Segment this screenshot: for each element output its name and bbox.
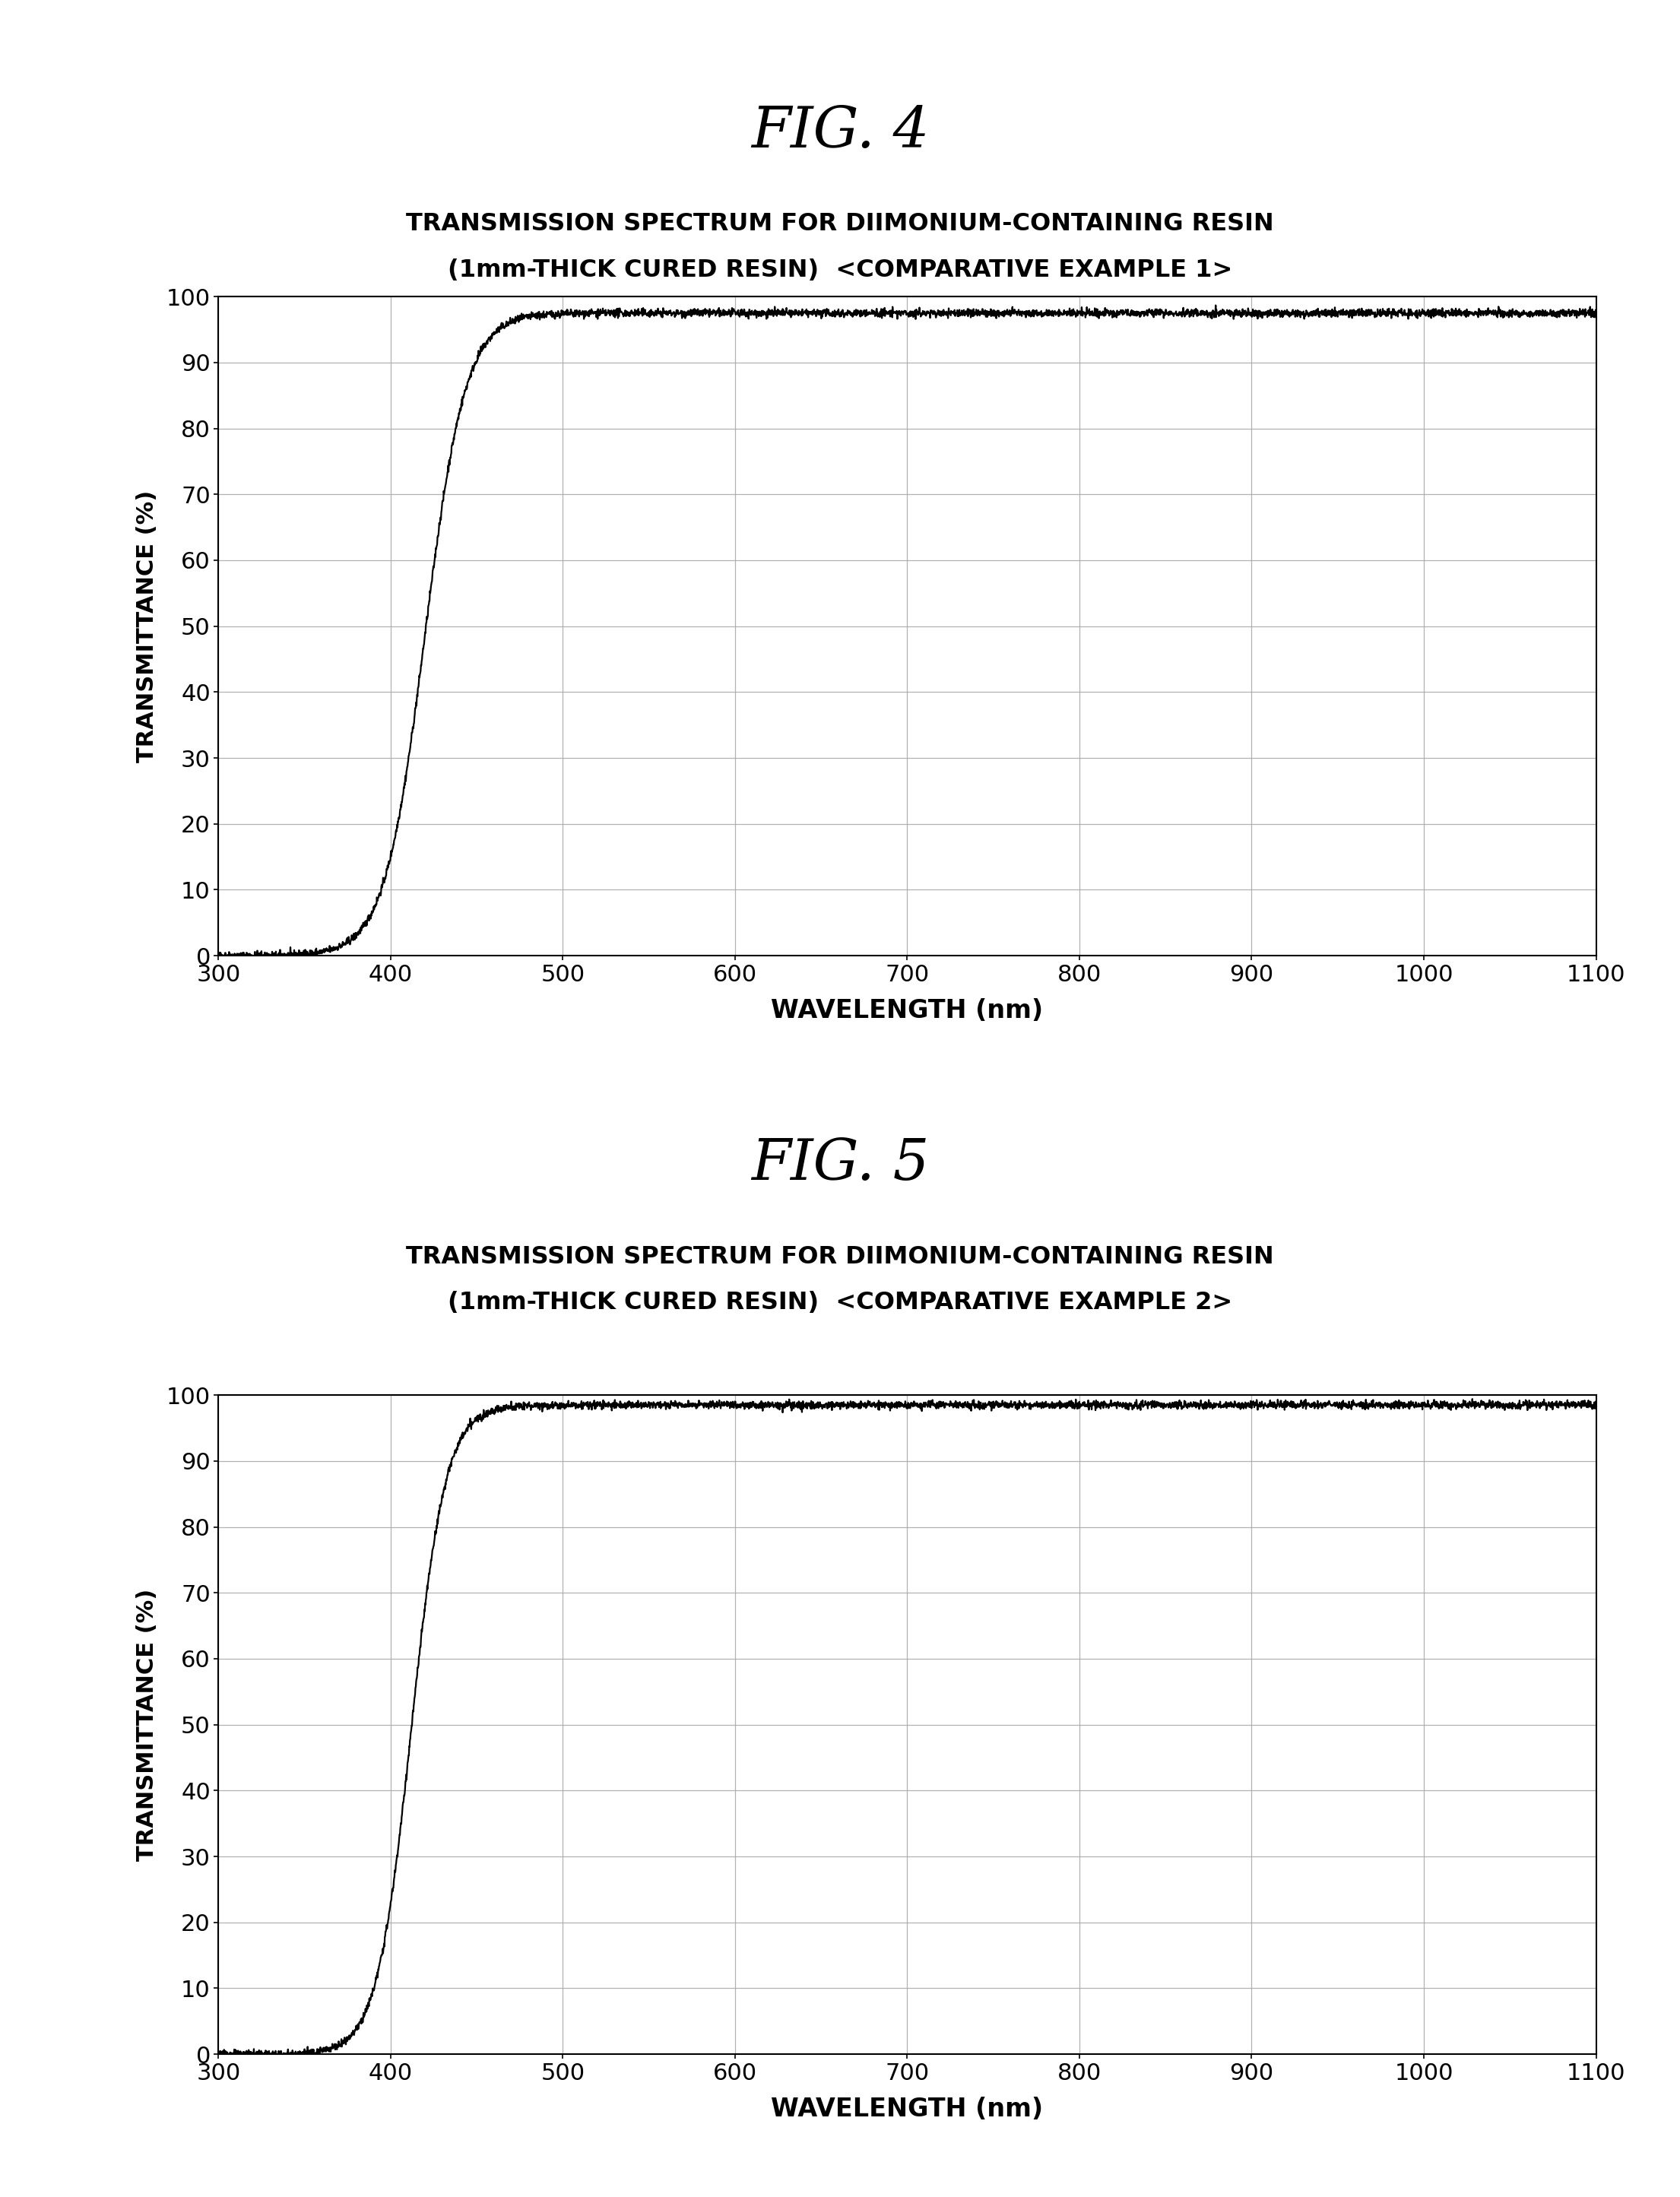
Text: (1mm-THICK CURED RESIN)  <COMPARATIVE EXAMPLE 1>: (1mm-THICK CURED RESIN) <COMPARATIVE EXA…: [447, 259, 1233, 281]
X-axis label: WAVELENGTH (nm): WAVELENGTH (nm): [771, 997, 1043, 1024]
Text: FIG. 5: FIG. 5: [751, 1136, 929, 1193]
Text: TRANSMISSION SPECTRUM FOR DIIMONIUM-CONTAINING RESIN: TRANSMISSION SPECTRUM FOR DIIMONIUM-CONT…: [407, 213, 1273, 235]
Y-axis label: TRANSMITTANCE (%): TRANSMITTANCE (%): [136, 490, 158, 762]
Text: (1mm-THICK CURED RESIN)  <COMPARATIVE EXAMPLE 2>: (1mm-THICK CURED RESIN) <COMPARATIVE EXA…: [447, 1292, 1233, 1314]
Y-axis label: TRANSMITTANCE (%): TRANSMITTANCE (%): [136, 1588, 158, 1861]
Text: TRANSMISSION SPECTRUM FOR DIIMONIUM-CONTAINING RESIN: TRANSMISSION SPECTRUM FOR DIIMONIUM-CONT…: [407, 1246, 1273, 1268]
Text: FIG. 4: FIG. 4: [751, 103, 929, 160]
X-axis label: WAVELENGTH (nm): WAVELENGTH (nm): [771, 2096, 1043, 2122]
